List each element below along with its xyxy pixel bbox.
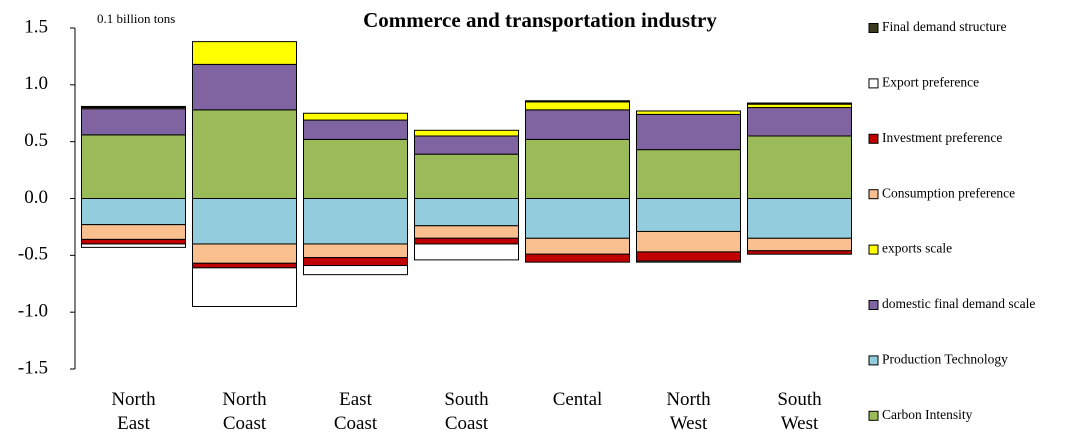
y-tick-label: -1.0 — [18, 301, 48, 322]
legend-label: Carbon Intensity — [882, 407, 973, 422]
bar-segment — [636, 260, 741, 263]
bar-segment — [636, 198, 741, 232]
legend-swatch — [868, 189, 879, 200]
bar-segment — [636, 251, 741, 262]
bar-segment — [525, 138, 630, 199]
legend-label: exports scale — [882, 241, 952, 256]
bar-segment — [303, 112, 408, 121]
x-tick-label: North West — [666, 389, 711, 434]
bar-segment — [747, 198, 852, 239]
bar-segment — [303, 257, 408, 267]
bar-segment — [81, 134, 186, 199]
bar-segment — [414, 237, 519, 245]
bar-segment — [192, 63, 297, 111]
legend-swatch — [868, 355, 879, 366]
bar-segment — [414, 135, 519, 155]
legend-label: Consumption preference — [882, 185, 1015, 200]
bar-segment — [414, 243, 519, 261]
unit-annotation: 0.1 billion tons — [97, 11, 175, 26]
y-tick-label: 1.0 — [24, 73, 48, 94]
bar-segment — [303, 198, 408, 245]
bar-segment — [414, 129, 519, 137]
chart-title: Commerce and transportation industry — [363, 8, 717, 32]
bar-segment — [525, 101, 630, 111]
bar-segment — [747, 103, 852, 109]
bar-segment — [303, 119, 408, 140]
bar-segment — [747, 107, 852, 137]
bar-segment — [81, 243, 186, 248]
bar-segment — [192, 267, 297, 307]
bar-segment — [414, 198, 519, 227]
bar-segment — [636, 149, 741, 200]
bar-segment — [81, 108, 186, 136]
legend-label: Investment preference — [882, 130, 1002, 145]
y-tick-label: 1.5 — [24, 16, 48, 37]
bar-segment — [525, 237, 630, 255]
bar-segment — [81, 238, 186, 245]
bar-segment — [414, 225, 519, 239]
bar-segment — [81, 105, 186, 109]
y-tick-label: -1.5 — [18, 357, 48, 378]
bar-segment — [525, 198, 630, 239]
bar-segment — [303, 138, 408, 199]
bar-segment — [747, 250, 852, 255]
bar-segment — [525, 100, 630, 103]
y-tick-label: 0.0 — [24, 187, 48, 208]
bar-segment — [636, 230, 741, 253]
bar-segment — [747, 102, 852, 105]
legend-swatch — [868, 244, 879, 255]
x-tick-label: South Coast — [444, 389, 489, 434]
legend-swatch — [868, 78, 879, 89]
legend-swatch — [868, 410, 879, 421]
bar-segment — [525, 253, 630, 263]
legend-swatch — [868, 133, 879, 144]
bar-segment — [636, 113, 741, 151]
x-tick-label: South West — [777, 389, 822, 434]
bar-segment — [192, 262, 297, 269]
y-tick-label: -0.5 — [18, 244, 48, 265]
legend-label: Production Technology — [882, 351, 1008, 366]
bar-segment — [636, 110, 741, 115]
x-tick-label: North East — [111, 389, 156, 434]
legend-label: domestic final demand scale — [882, 296, 1035, 311]
legend-label: Final demand structure — [882, 19, 1006, 34]
bar-segment — [81, 224, 186, 240]
bar-segment — [81, 198, 186, 226]
x-tick-label: East Coast — [333, 389, 378, 434]
bar-segment — [747, 135, 852, 200]
bar-segment — [192, 198, 297, 245]
legend-swatch — [868, 23, 879, 33]
bar-segment — [525, 109, 630, 140]
bar-segment — [747, 237, 852, 252]
x-tick-label: North Coast — [222, 389, 267, 434]
bar-segment — [192, 109, 297, 199]
y-tick-label: 0.5 — [24, 130, 48, 151]
legend-label: Export preference — [882, 74, 979, 89]
bar-segment — [303, 265, 408, 276]
bar-segment — [303, 243, 408, 259]
bar-segment — [192, 41, 297, 65]
legend-swatch — [868, 300, 879, 310]
x-tick-label: Cental — [552, 389, 603, 410]
bar-segment — [414, 153, 519, 199]
bar-segment — [192, 243, 297, 264]
